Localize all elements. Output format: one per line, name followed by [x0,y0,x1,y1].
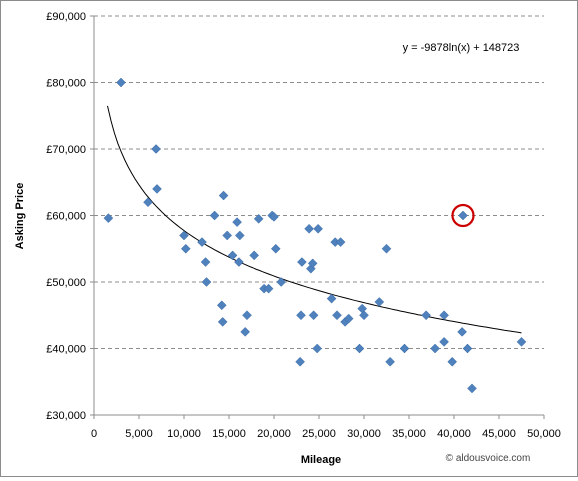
data-point [116,77,126,88]
data-point [332,310,342,321]
x-tick-label: 15,000 [212,428,246,440]
data-point [143,197,153,208]
data-point [297,257,307,267]
data-point [399,343,410,354]
y-axis-tick-labels: £30,000 £40,000 £50,000 £60,000 £70,000 £80,0… [46,11,86,422]
credit-label: © aldousvoice.com [446,453,531,464]
data-point [209,210,220,221]
data-point [296,310,306,321]
trendline-group [107,105,522,334]
x-tick-label: 30,000 [347,428,381,440]
data-point [359,310,369,321]
gridlines [94,15,544,349]
data-point [197,237,207,247]
data-point [234,230,245,241]
highlight-circle [451,203,475,228]
data-point [458,210,468,221]
x-tick-label: 25,000 [302,428,336,440]
data-points [103,77,527,394]
data-point [234,257,244,267]
data-point [343,313,354,324]
data-point [439,310,449,321]
data-point [151,144,161,154]
data-point [232,217,242,228]
x-tick-label: 0 [91,428,97,440]
data-point [179,230,189,241]
y-tick-label: £40,000 [46,344,86,356]
data-point [222,230,233,241]
x-tick-label: 40,000 [437,428,471,440]
data-point [430,343,440,354]
data-point [269,211,279,222]
data-point [227,250,238,261]
data-point [374,297,385,307]
data-point [103,213,114,224]
y-tick-label: £30,000 [46,410,86,422]
x-tick-label: 5,000 [125,428,153,440]
x-tick-label: 35,000 [392,428,426,440]
x-tick-label: 10,000 [167,428,201,440]
x-tick-label: 50,000 [527,428,561,440]
x-axis-title: Mileage [301,454,341,466]
data-point [381,243,392,254]
data-point [467,383,477,394]
data-point [216,300,227,311]
y-tick-label: £60,000 [46,211,86,223]
data-point [218,190,229,201]
data-point [385,356,395,367]
trendline-equation: y = -9878ln(x) + 148723 [403,42,520,54]
data-point [201,277,212,287]
data-point [516,336,527,347]
data-point [180,243,191,254]
data-point [335,237,346,247]
data-point [421,310,431,321]
data-point [313,223,323,234]
data-point [217,317,228,327]
data-point [240,327,251,337]
y-tick-label: £50,000 [46,277,86,289]
data-point [326,293,337,304]
y-tick-label: £90,000 [46,11,86,23]
data-point [307,258,318,269]
y-axis-title: Asking Price [14,183,26,250]
x-tick-label: 45,000 [482,428,516,440]
data-point [152,184,162,194]
data-point [200,257,211,267]
y-tick-label: £70,000 [46,144,86,156]
data-point [439,336,449,347]
trendline [107,105,522,334]
data-point [312,343,323,354]
data-point [249,250,260,261]
data-point [276,277,287,287]
data-point [242,310,252,321]
data-point [253,213,264,224]
data-point [263,283,274,294]
data-point [308,310,319,321]
axes [90,15,545,419]
data-point [447,356,458,367]
data-point [354,343,365,354]
data-point [295,356,305,367]
x-axis-tick-labels: 0 5,000 10,000 15,000 20,000 25,000 30,000 35,0… [91,428,561,440]
y-tick-label: £80,000 [46,78,86,90]
data-point [304,223,314,234]
x-tick-label: 20,000 [257,428,291,440]
data-point [462,343,473,354]
data-point [270,243,281,254]
data-point [457,327,467,337]
highlight-group [451,203,475,228]
